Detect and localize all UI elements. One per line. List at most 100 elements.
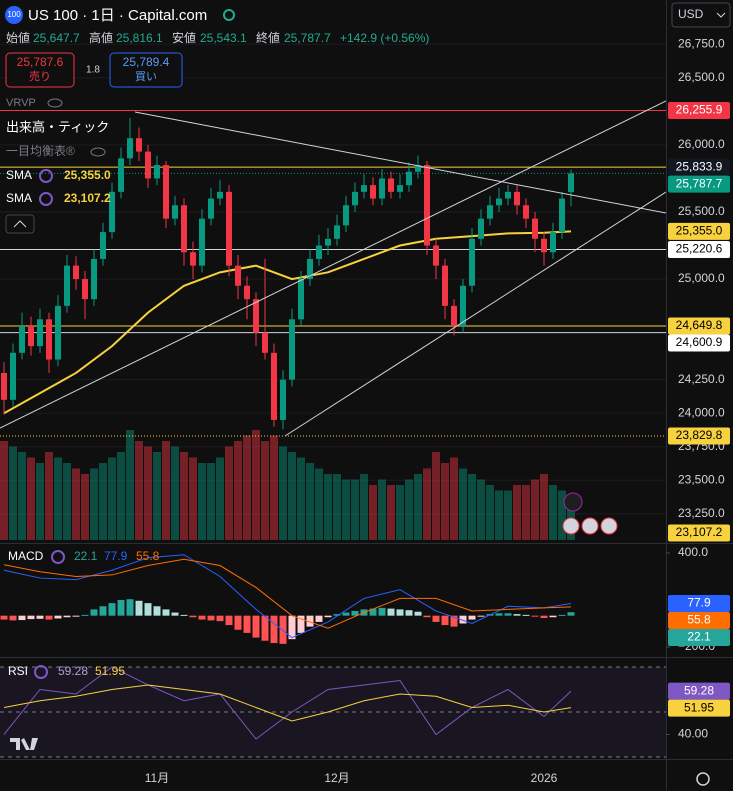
- histogram-bar: [513, 614, 521, 616]
- candle-body: [307, 258, 313, 280]
- indicator-name[interactable]: SMA: [6, 191, 32, 205]
- candle-body: [559, 198, 565, 233]
- y-tick-label: 40.00: [678, 727, 708, 741]
- candle-body: [487, 205, 493, 219]
- event-flag[interactable]: [600, 517, 618, 535]
- indicator-name[interactable]: 一目均衡表®: [6, 144, 75, 158]
- price-label: 25,220.6: [676, 242, 723, 256]
- candle-body: [271, 352, 277, 420]
- y-tick-label: 24,000.0: [678, 405, 725, 419]
- histogram-bar: [423, 615, 431, 618]
- volume-bar: [252, 430, 260, 540]
- histogram-bar: [72, 615, 80, 617]
- histogram-bar: [342, 612, 350, 616]
- price-label: 55.8: [687, 613, 711, 627]
- histogram-bar: [378, 607, 386, 616]
- ohlc-value: 25,647.7: [33, 31, 80, 45]
- histogram-bar: [288, 615, 296, 640]
- y-tick-label: 26,750.0: [678, 36, 725, 50]
- volume-bar: [27, 457, 35, 540]
- histogram-bar: [234, 615, 242, 630]
- indicator-value: 25,355.0: [64, 168, 111, 182]
- histogram-bar: [63, 615, 71, 618]
- volume-bar: [441, 463, 449, 540]
- candle-body: [361, 185, 367, 192]
- candle-body: [19, 326, 25, 353]
- price-label-bg: [668, 317, 730, 335]
- logo-text: 100: [7, 10, 21, 19]
- histogram-bar: [90, 609, 98, 616]
- ohlc-value: 25,543.1: [200, 31, 247, 45]
- settings-icon[interactable]: [696, 772, 710, 786]
- price-label-bg: [668, 175, 730, 193]
- indicator-name[interactable]: 出来高・ティック: [6, 119, 109, 134]
- volume-bar: [270, 435, 278, 540]
- histogram-bar: [153, 606, 161, 616]
- price-label: 25,833.9: [676, 159, 723, 173]
- candle-body: [244, 285, 250, 300]
- indicator-name[interactable]: SMA: [6, 168, 32, 182]
- event-icon[interactable]: [563, 492, 583, 512]
- indicator-icon: [39, 192, 53, 206]
- candle-body: [541, 238, 547, 253]
- histogram-bar: [369, 608, 377, 616]
- histogram-bar: [432, 615, 440, 622]
- indicator-icon: [39, 169, 53, 183]
- volume-bar: [486, 485, 494, 540]
- collapse-button[interactable]: [5, 214, 35, 234]
- volume-bar: [144, 446, 152, 540]
- candle-body: [55, 305, 61, 360]
- volume-bar: [216, 457, 224, 540]
- y-tick-label: 26,500.0: [678, 70, 725, 84]
- volume-bar: [99, 463, 107, 540]
- spread: 1.8: [86, 65, 100, 76]
- candle-body: [352, 191, 358, 206]
- buy-button[interactable]: [109, 52, 183, 88]
- histogram-bar: [27, 615, 35, 620]
- volume-bar: [72, 468, 80, 540]
- volume-bar: [540, 474, 548, 540]
- candle-body: [370, 185, 376, 199]
- indicator-value: 23,107.2: [64, 191, 111, 205]
- candle-body: [37, 319, 43, 347]
- y-tick-label: 24,250.0: [678, 372, 725, 386]
- volume-bar: [189, 457, 197, 540]
- sell-button[interactable]: [5, 52, 75, 88]
- candle-body: [199, 218, 205, 266]
- price-label: 25,787.7: [676, 176, 723, 190]
- volume-bar: [18, 452, 26, 540]
- volume-bar: [351, 479, 359, 540]
- symbol[interactable]: US 100 · 1日 · Capital.com: [28, 7, 207, 24]
- histogram-bar: [9, 615, 17, 621]
- buy-price: 25,789.4: [123, 55, 170, 69]
- volume-bar: [171, 446, 179, 540]
- volume-bar: [414, 474, 422, 540]
- candle-body: [379, 178, 385, 199]
- indicator-name[interactable]: VRVP: [6, 97, 36, 109]
- candle-body: [145, 151, 151, 179]
- event-flag[interactable]: [562, 517, 580, 535]
- volume-bar: [315, 468, 323, 540]
- volume-bar: [36, 463, 44, 540]
- volume-bar: [288, 452, 296, 540]
- price-label: 25,355.0: [676, 224, 723, 238]
- volume-bar: [225, 446, 233, 540]
- eye-icon[interactable]: [90, 147, 106, 157]
- price-label: 24,649.8: [676, 318, 723, 332]
- volume-bar: [531, 479, 539, 540]
- axis-labels: 26,750.0 26,500.0 26,000.0 25,500.0 25,000.0…: [8, 36, 730, 785]
- price-label-bg: [668, 682, 730, 700]
- histogram-bar: [531, 615, 539, 617]
- histogram-bar: [468, 615, 476, 620]
- currency-select[interactable]: [671, 2, 731, 28]
- buy-label: 買い: [135, 70, 157, 83]
- eye-icon[interactable]: [47, 98, 63, 108]
- indicator-icon: [51, 550, 65, 564]
- histogram-bar: [171, 612, 179, 616]
- histogram-bar: [495, 613, 503, 616]
- candle-body: [91, 258, 97, 300]
- rsi-line: [3, 684, 572, 722]
- candle-body: [451, 305, 457, 327]
- event-flag[interactable]: [581, 517, 599, 535]
